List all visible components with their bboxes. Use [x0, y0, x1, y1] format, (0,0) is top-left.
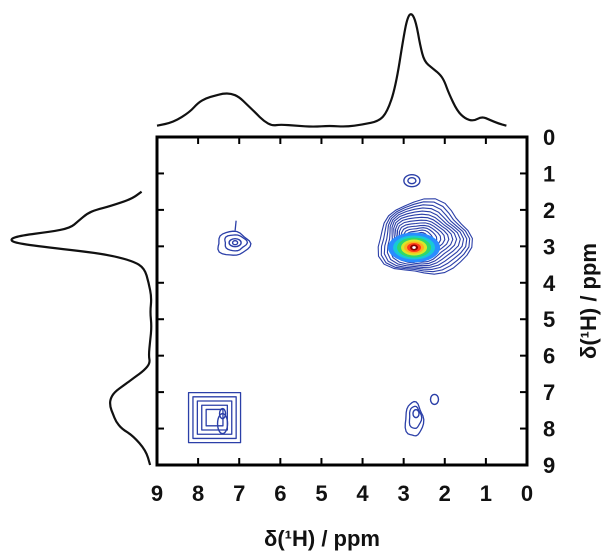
top-projection-trace: [156, 13, 507, 128]
contour-line: [412, 408, 420, 419]
y-axis-title: δ(¹H) / ppm: [576, 243, 601, 359]
x-tick-label: 1: [480, 481, 492, 506]
x-tick-label: 9: [151, 481, 163, 506]
contour-line: [389, 210, 461, 267]
x-tick-label: 7: [233, 481, 245, 506]
plot-frame: [155, 135, 529, 467]
y-tick-label: 5: [543, 307, 555, 332]
contour-line: [218, 407, 227, 420]
y-tick-label: 4: [543, 271, 556, 296]
x-axis-title: δ(¹H) / ppm: [264, 526, 380, 551]
x-tick-label: 0: [521, 481, 533, 506]
contour-line: [407, 177, 417, 185]
contour-line: [234, 220, 237, 231]
contour-line: [192, 396, 237, 440]
y-tick-label: 1: [543, 161, 555, 186]
contour-line: [383, 204, 468, 270]
x-tick-label: 2: [439, 481, 451, 506]
x-tick-label: 6: [274, 481, 286, 506]
contour-line: [224, 234, 249, 252]
y-axis-ticks: 0 1 2 3 4 5 6 7 8 9: [157, 125, 556, 478]
contour-plot: [187, 174, 473, 444]
contour-line: [380, 201, 471, 273]
contour-line: [429, 393, 440, 406]
y-tick-label: 3: [543, 234, 555, 259]
contour-line: [201, 404, 229, 431]
x-tick-label: 4: [356, 481, 369, 506]
contour-line: [408, 405, 423, 429]
y-tick-label: 7: [543, 380, 555, 405]
x-tick-label: 3: [398, 481, 410, 506]
contour-line: [205, 408, 224, 427]
contour-line: [377, 198, 473, 275]
peak-max-marker: [412, 246, 416, 249]
y-tick-label: 9: [543, 453, 555, 478]
y-tick-label: 2: [543, 198, 555, 223]
contour-line: [403, 174, 421, 188]
y-tick-label: 0: [543, 125, 555, 150]
x-axis-ticks: 9 8 7 6 5 4 3 2 1 0: [151, 137, 533, 506]
x-tick-label: 5: [315, 481, 327, 506]
contour-line: [228, 237, 242, 248]
contour-line: [196, 400, 233, 435]
contour-line: [231, 239, 239, 246]
contour-line: [386, 207, 465, 268]
contour-line: [187, 391, 242, 444]
contour-line: [217, 230, 252, 256]
x-tick-label: 8: [192, 481, 204, 506]
y-tick-label: 6: [543, 344, 555, 369]
left-projection-trace: [10, 190, 153, 466]
y-tick-label: 8: [543, 417, 555, 442]
contour-line: [216, 412, 229, 435]
contour-line: [404, 400, 425, 437]
